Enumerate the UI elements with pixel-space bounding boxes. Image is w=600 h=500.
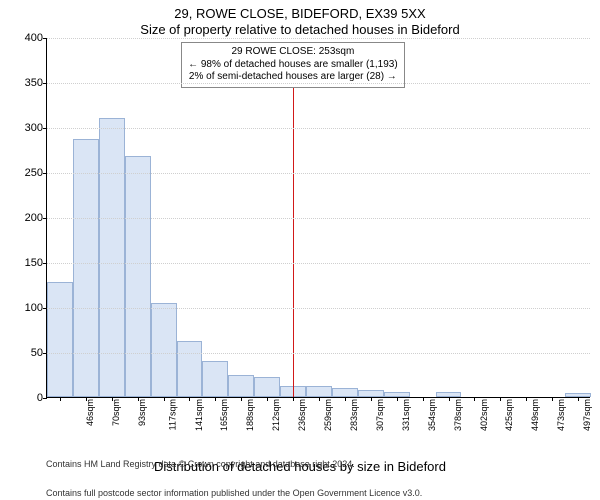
- histogram-bar: [306, 386, 332, 397]
- ytick-label: 150: [25, 257, 43, 269]
- ytick-label: 400: [25, 32, 43, 44]
- xtick-label: 402sqm: [479, 399, 489, 431]
- xtick-label: 165sqm: [220, 399, 230, 431]
- xtick-mark: [449, 397, 450, 401]
- xtick-mark: [423, 397, 424, 401]
- ytick-mark: [43, 128, 47, 129]
- ytick-mark: [43, 83, 47, 84]
- gridline: [47, 263, 590, 264]
- annotation-box: 29 ROWE CLOSE: 253sqm ← 98% of detached …: [181, 42, 405, 88]
- xtick-mark: [578, 397, 579, 401]
- xtick-label: 331sqm: [401, 399, 411, 431]
- gridline: [47, 38, 590, 39]
- ytick-mark: [43, 353, 47, 354]
- xtick-label: 449sqm: [530, 399, 540, 431]
- histogram-bar: [254, 377, 280, 397]
- ytick-mark: [43, 263, 47, 264]
- xtick-label: 236sqm: [297, 399, 307, 431]
- xtick-mark: [267, 397, 268, 401]
- xtick-label: 188sqm: [245, 399, 255, 431]
- xtick-label: 93sqm: [137, 399, 147, 426]
- annotation-line3: 2% of semi-detached houses are larger (2…: [188, 71, 398, 84]
- histogram-bar: [332, 388, 358, 397]
- ytick-mark: [43, 173, 47, 174]
- xtick-label: 117sqm: [167, 399, 177, 430]
- ytick-mark: [43, 218, 47, 219]
- footnote-line2: Contains full postcode sector informatio…: [46, 488, 422, 498]
- histogram-bar: [151, 303, 177, 398]
- xtick-mark: [164, 397, 165, 401]
- xtick-mark: [552, 397, 553, 401]
- ytick-label: 50: [31, 347, 43, 359]
- xtick-label: 283sqm: [349, 399, 359, 431]
- xtick-label: 259sqm: [323, 399, 333, 431]
- xtick-label: 141sqm: [194, 399, 204, 431]
- histogram-bar: [47, 282, 73, 397]
- xtick-mark: [189, 397, 190, 401]
- gridline: [47, 218, 590, 219]
- xtick-mark: [474, 397, 475, 401]
- gridline: [47, 308, 590, 309]
- ytick-mark: [43, 38, 47, 39]
- histogram-bar: [177, 341, 203, 397]
- xtick-label: 70sqm: [111, 399, 121, 426]
- histogram-bar: [125, 156, 151, 397]
- page-title-line2: Size of property relative to detached ho…: [0, 22, 600, 37]
- xtick-mark: [60, 397, 61, 401]
- histogram-bar: [73, 139, 99, 397]
- ytick-label: 250: [25, 167, 43, 179]
- histogram-bar: [202, 361, 228, 397]
- ytick-label: 300: [25, 122, 43, 134]
- xtick-mark: [500, 397, 501, 401]
- page-title-line1: 29, ROWE CLOSE, BIDEFORD, EX39 5XX: [0, 6, 600, 21]
- xtick-label: 497sqm: [582, 399, 592, 431]
- xtick-mark: [371, 397, 372, 401]
- xtick-mark: [345, 397, 346, 401]
- xtick-mark: [397, 397, 398, 401]
- annotation-line2: ← 98% of detached houses are smaller (1,…: [188, 59, 398, 72]
- xtick-mark: [319, 397, 320, 401]
- property-marker-line: [293, 87, 294, 397]
- xtick-label: 378sqm: [453, 399, 463, 431]
- xtick-label: 473sqm: [556, 399, 566, 431]
- xtick-label: 212sqm: [271, 399, 281, 431]
- footnote-line1: Contains HM Land Registry data © Crown c…: [46, 459, 355, 469]
- histogram-bar: [358, 390, 384, 397]
- annotation-line1: 29 ROWE CLOSE: 253sqm: [188, 46, 398, 59]
- histogram-bar: [228, 375, 254, 398]
- gridline: [47, 128, 590, 129]
- footnote: Contains HM Land Registry data © Crown c…: [46, 451, 422, 498]
- gridline: [47, 83, 590, 84]
- xtick-label: 425sqm: [504, 399, 514, 431]
- xtick-label: 354sqm: [427, 399, 437, 431]
- ytick-label: 350: [25, 77, 43, 89]
- xtick-mark: [293, 397, 294, 401]
- xtick-mark: [241, 397, 242, 401]
- ytick-mark: [43, 308, 47, 309]
- histogram-bar: [99, 118, 125, 397]
- ytick-label: 100: [25, 302, 43, 314]
- xtick-mark: [526, 397, 527, 401]
- xtick-mark: [112, 397, 113, 401]
- xtick-label: 307sqm: [375, 399, 385, 431]
- xtick-mark: [215, 397, 216, 401]
- ytick-label: 200: [25, 212, 43, 224]
- gridline: [47, 353, 590, 354]
- xtick-label: 46sqm: [85, 399, 95, 426]
- ytick-mark: [43, 398, 47, 399]
- xtick-mark: [138, 397, 139, 401]
- xtick-mark: [86, 397, 87, 401]
- chart-plot-area: 29 ROWE CLOSE: 253sqm ← 98% of detached …: [46, 38, 590, 398]
- gridline: [47, 173, 590, 174]
